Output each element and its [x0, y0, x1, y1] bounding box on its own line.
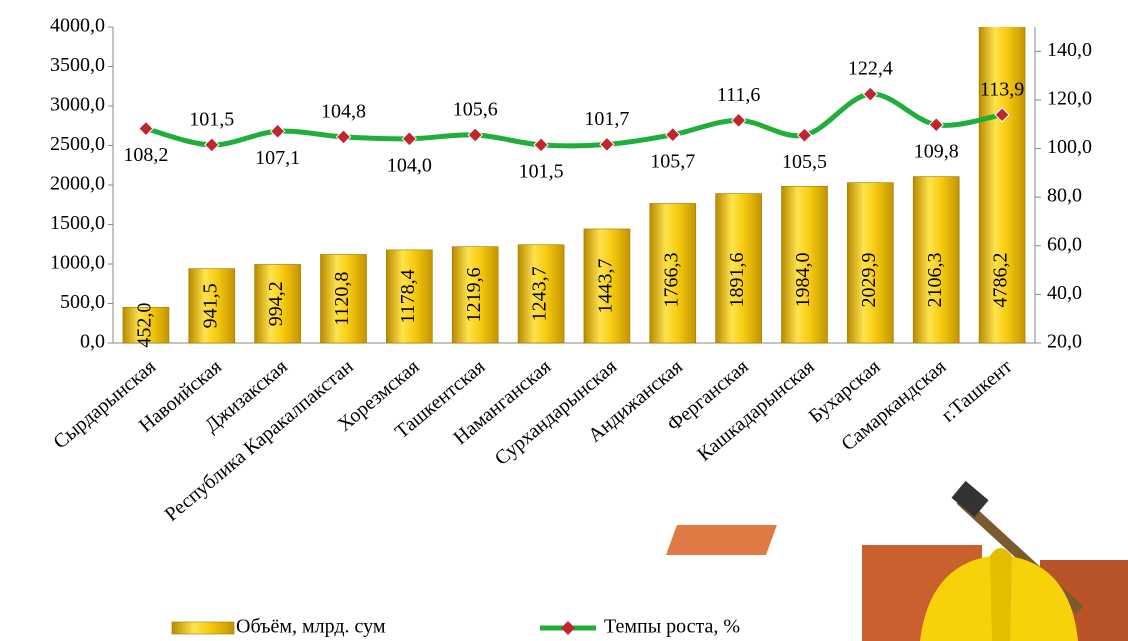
line — [145, 91, 1003, 149]
bar — [715, 193, 762, 344]
bar — [517, 244, 565, 344]
line-value-label: 107,1 — [255, 147, 300, 169]
bar — [188, 268, 236, 344]
line-marker — [599, 136, 615, 153]
x-tick-label: Кашкадарынская — [693, 355, 818, 465]
y-tick-label: 0,0 — [80, 331, 105, 353]
bar — [451, 246, 499, 344]
bar-value-label: 2029,9 — [858, 253, 880, 308]
line-value-label: 101,5 — [189, 108, 234, 130]
y-tick-label: 2500,0 — [50, 133, 105, 155]
bar — [583, 228, 631, 344]
line-value-label: 101,7 — [584, 108, 629, 130]
line-value-label: 122,4 — [848, 58, 893, 80]
line-marker — [335, 129, 352, 145]
y2-tick-label: 80,0 — [1047, 185, 1082, 207]
line-value-label: 108,2 — [123, 144, 168, 166]
line-marker — [862, 86, 879, 102]
line-marker — [928, 117, 944, 133]
bars — [122, 27, 1026, 344]
x-tick-label: Сурхандарынская — [491, 355, 621, 469]
y2-tick-label: 40,0 — [1047, 282, 1082, 304]
y-tick-label: 4000,0 — [50, 15, 105, 37]
y-tick-label: 3500,0 — [50, 54, 105, 76]
legend-label: Темпы роста, % — [604, 616, 740, 638]
bar — [781, 185, 828, 344]
bar-value-label: 1984,0 — [792, 253, 814, 308]
y-tick-label: 1500,0 — [50, 212, 105, 234]
bar-value-label: 1766,3 — [660, 253, 682, 308]
decor-image — [665, 480, 1128, 641]
bar-value-label: 4786,2 — [990, 253, 1012, 308]
y2-tick-label: 20,0 — [1047, 331, 1082, 353]
bar-value-label: 994,2 — [265, 281, 287, 326]
x-tick-label: г.Ташкент — [937, 355, 1016, 426]
bar — [847, 182, 894, 344]
bar — [649, 203, 697, 344]
line-marker — [730, 112, 747, 129]
y-tick-label: 3000,0 — [50, 94, 105, 116]
bar — [912, 176, 960, 344]
bar — [320, 254, 367, 344]
legend-label: Объём, млрд. сум — [236, 616, 386, 638]
legend-swatch — [561, 621, 575, 635]
line-value-label: 101,5 — [519, 160, 564, 182]
line-marker — [138, 120, 154, 137]
legend-swatch — [171, 621, 235, 635]
y2-tick-label: 140,0 — [1047, 39, 1092, 61]
line-marker — [796, 127, 813, 143]
y-tick-label: 2000,0 — [50, 173, 105, 195]
line-marker — [533, 137, 549, 153]
line-marker — [204, 137, 220, 153]
bar-value-label: 1219,6 — [463, 267, 485, 322]
bar-value-label: 452,0 — [134, 303, 156, 348]
y-tick-label: 500,0 — [60, 291, 105, 313]
line-value-label: 104,8 — [321, 100, 366, 122]
bar — [386, 249, 433, 344]
bar-value-label: 1243,7 — [529, 266, 551, 321]
line-marker — [994, 107, 1010, 123]
line-value-label: 104,0 — [387, 154, 432, 176]
y2-tick-label: 60,0 — [1047, 233, 1082, 255]
line-value-label: 105,7 — [650, 150, 695, 172]
bar — [978, 27, 1026, 344]
line-value-label: 109,8 — [914, 140, 959, 162]
y2-tick-label: 120,0 — [1047, 88, 1092, 110]
line-value-label: 111,6 — [717, 84, 761, 106]
line-value-label: 105,6 — [453, 99, 498, 121]
y2-tick-label: 100,0 — [1047, 136, 1092, 158]
bar — [122, 306, 170, 344]
line-marker — [401, 131, 418, 147]
bar-value-label: 1443,7 — [595, 258, 617, 313]
bar — [254, 264, 301, 344]
line-marker — [665, 126, 681, 143]
bar-value-label: 2106,3 — [924, 253, 946, 308]
line-marker — [269, 123, 286, 139]
line-value-label: 113,9 — [980, 78, 1024, 100]
bar-value-label: 941,5 — [199, 283, 221, 328]
bar-value-label: 1120,8 — [331, 272, 353, 326]
line-value-label: 105,5 — [782, 151, 827, 173]
y-tick-label: 1000,0 — [50, 252, 105, 274]
bar-value-label: 1891,6 — [726, 253, 748, 308]
x-tick-label: Сырдарынская — [49, 355, 160, 453]
bar-value-label: 1178,4 — [397, 269, 419, 323]
line-marker — [467, 127, 483, 143]
